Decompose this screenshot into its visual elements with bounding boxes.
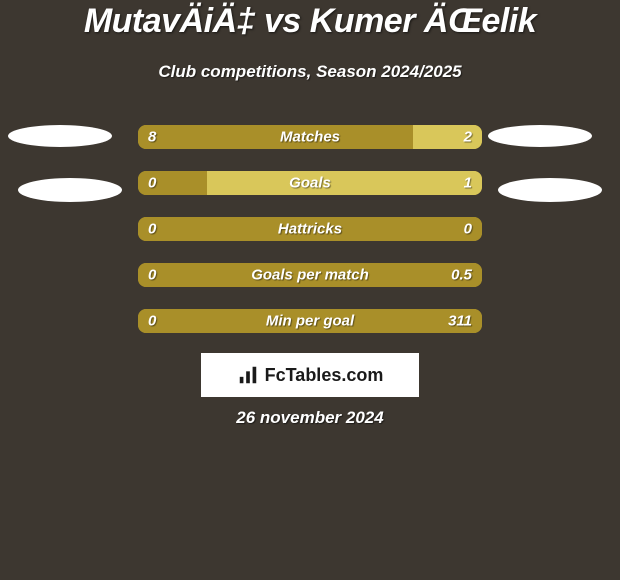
- stat-label: Matches: [138, 129, 482, 146]
- logo-text: FcTables.com: [265, 365, 384, 386]
- subtitle: Club competitions, Season 2024/2025: [0, 62, 620, 82]
- bar-chart-icon: [237, 364, 259, 386]
- stat-value-right: 311: [448, 313, 472, 330]
- stat-row-goals: 0 Goals 1: [138, 171, 482, 195]
- stat-label: Min per goal: [138, 313, 482, 330]
- stat-value-right: 1: [464, 175, 472, 192]
- page-title: MutavÄiÄ‡ vs Kumer ÄŒelik: [0, 2, 620, 41]
- stat-rows: 8 Matches 2 0 Goals 1 0 Hattricks 0 0 Go…: [138, 125, 482, 355]
- stat-row-matches: 8 Matches 2: [138, 125, 482, 149]
- player-ellipse-right-2: [498, 178, 602, 202]
- stat-value-right: 2: [464, 129, 472, 146]
- date-text: 26 november 2024: [0, 408, 620, 428]
- stat-row-min-per-goal: 0 Min per goal 311: [138, 309, 482, 333]
- chart-container: MutavÄiÄ‡ vs Kumer ÄŒelik Club competiti…: [0, 0, 620, 580]
- player-ellipse-left-2: [18, 178, 122, 202]
- stat-label: Hattricks: [138, 221, 482, 238]
- logo-box: FcTables.com: [201, 353, 419, 397]
- stat-label: Goals: [138, 175, 482, 192]
- stat-value-right: 0: [464, 221, 472, 238]
- player-ellipse-left-1: [8, 125, 112, 147]
- stat-value-right: 0.5: [451, 267, 472, 284]
- stat-row-hattricks: 0 Hattricks 0: [138, 217, 482, 241]
- stat-row-goals-per-match: 0 Goals per match 0.5: [138, 263, 482, 287]
- stat-label: Goals per match: [138, 267, 482, 284]
- player-ellipse-right-1: [488, 125, 592, 147]
